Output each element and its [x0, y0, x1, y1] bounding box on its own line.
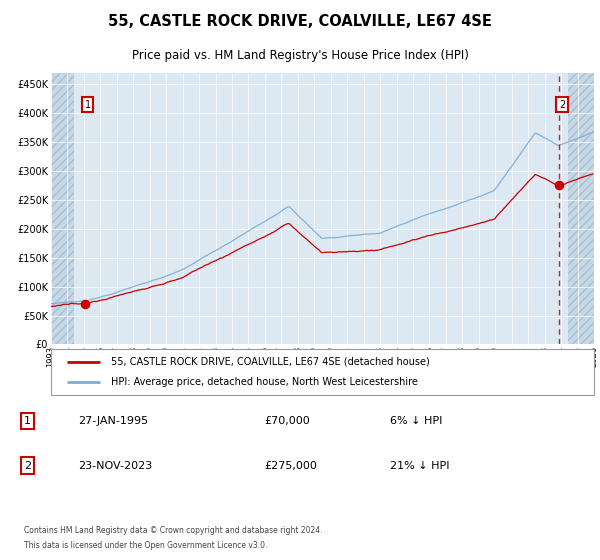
Text: Contains HM Land Registry data © Crown copyright and database right 2024.: Contains HM Land Registry data © Crown c…: [24, 526, 323, 535]
Text: £70,000: £70,000: [264, 416, 310, 426]
Text: Price paid vs. HM Land Registry's House Price Index (HPI): Price paid vs. HM Land Registry's House …: [131, 49, 469, 62]
Text: 21% ↓ HPI: 21% ↓ HPI: [390, 461, 449, 471]
Text: 2: 2: [559, 100, 565, 110]
FancyBboxPatch shape: [51, 349, 594, 395]
Bar: [51, 73, 74, 344]
Text: £275,000: £275,000: [264, 461, 317, 471]
Text: 6% ↓ HPI: 6% ↓ HPI: [390, 416, 442, 426]
Text: 55, CASTLE ROCK DRIVE, COALVILLE, LE67 4SE: 55, CASTLE ROCK DRIVE, COALVILLE, LE67 4…: [108, 14, 492, 29]
Bar: [568, 73, 594, 344]
Text: 1: 1: [85, 100, 91, 110]
Point: [80, 300, 90, 309]
Text: 55, CASTLE ROCK DRIVE, COALVILLE, LE67 4SE (detached house): 55, CASTLE ROCK DRIVE, COALVILLE, LE67 4…: [111, 357, 430, 367]
Point: [554, 181, 564, 190]
Text: 23-NOV-2023: 23-NOV-2023: [78, 461, 152, 471]
Text: 27-JAN-1995: 27-JAN-1995: [78, 416, 148, 426]
Text: HPI: Average price, detached house, North West Leicestershire: HPI: Average price, detached house, Nort…: [111, 377, 418, 387]
Text: 2: 2: [24, 461, 31, 471]
Text: 1: 1: [24, 416, 31, 426]
Text: This data is licensed under the Open Government Licence v3.0.: This data is licensed under the Open Gov…: [24, 541, 268, 550]
